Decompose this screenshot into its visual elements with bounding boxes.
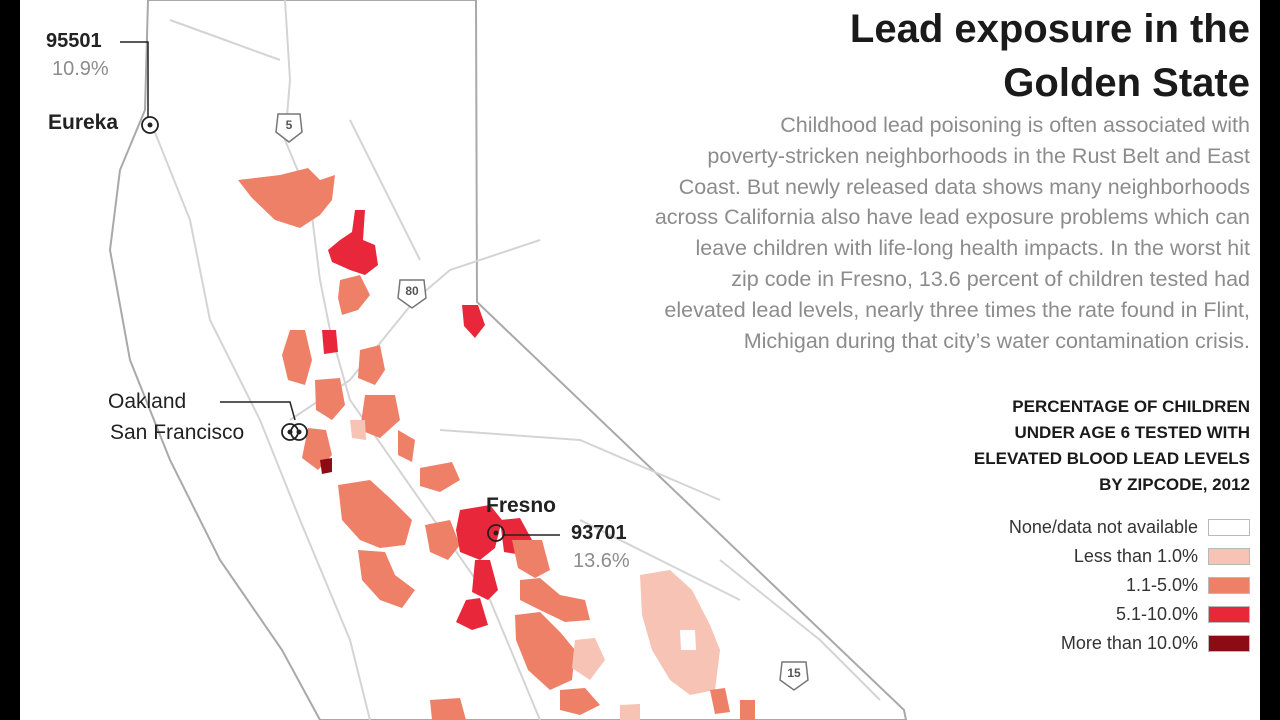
region — [456, 598, 488, 630]
region — [322, 330, 338, 354]
region — [338, 480, 412, 548]
region — [425, 520, 460, 560]
legend-swatch — [1208, 606, 1250, 623]
infographic-panel: 5 80 15 95501 10.9% Eureka Oakland San F… — [20, 0, 1260, 720]
city-marker-fresno — [487, 524, 505, 542]
legend-swatch — [1208, 635, 1250, 652]
region — [338, 275, 370, 315]
city-label-eureka: Eureka — [48, 111, 119, 134]
title-line-1: Lead exposure in the — [849, 7, 1250, 51]
intro-line: leave children with life-long health imp… — [695, 236, 1251, 261]
highway-shield-5 — [275, 113, 303, 143]
legend-swatch — [1208, 577, 1250, 594]
city-label-fresno: Fresno — [486, 494, 557, 517]
region — [360, 395, 400, 438]
legend-item-1-to-5: 1.1-5.0% — [850, 571, 1250, 600]
region — [320, 458, 332, 474]
callout-fresno-pct: 13.6% — [573, 550, 630, 572]
region — [520, 578, 590, 622]
intro-line: Coast. But newly released data shows man… — [678, 174, 1250, 199]
region — [350, 420, 366, 440]
region — [572, 638, 605, 680]
region — [640, 570, 720, 695]
region — [315, 378, 345, 420]
region — [430, 698, 466, 720]
legend-label: None/data not available — [1008, 517, 1198, 537]
legend-title-line: UNDER AGE 6 TESTED WITH — [1014, 423, 1251, 442]
city-label-san-francisco: San Francisco — [110, 421, 245, 444]
region — [512, 540, 550, 578]
callout-fresno-zip: 93701 — [571, 522, 627, 544]
legend-item-5-to-10: 5.1-10.0% — [850, 600, 1250, 629]
intro-paragraph: Childhood lead poisoning is often associ… — [550, 110, 1250, 356]
intro-line: poverty-stricken neighborhoods in the Ru… — [707, 143, 1250, 168]
legend-swatch — [1208, 548, 1250, 565]
choropleth-regions — [238, 168, 755, 720]
region — [398, 430, 415, 462]
highway-shield-80 — [397, 279, 427, 309]
region — [358, 550, 415, 608]
region — [620, 704, 640, 720]
region — [456, 505, 502, 560]
legend-item-less-than-1: Less than 1.0% — [850, 542, 1250, 571]
legend-label: 1.1-5.0% — [1125, 575, 1198, 595]
callout-eureka-pct: 10.9% — [52, 58, 109, 80]
legend-label: Less than 1.0% — [1073, 546, 1198, 566]
legend-title-line: ELEVATED BLOOD LEAD LEVELS — [973, 449, 1250, 468]
highway-15-label: 15 — [787, 666, 801, 680]
legend-label: More than 10.0% — [1060, 633, 1198, 653]
intro-line: Childhood lead poisoning is often associ… — [780, 113, 1250, 137]
region — [710, 688, 730, 714]
region — [282, 330, 312, 385]
legend-item-none: None/data not available — [850, 513, 1250, 542]
region — [238, 168, 335, 228]
city-marker-san-francisco — [281, 423, 299, 441]
legend: None/data not available Less than 1.0% 1… — [850, 513, 1250, 658]
region — [560, 688, 600, 715]
highway-80-label: 80 — [405, 284, 419, 298]
legend-item-more-than-10: More than 10.0% — [850, 629, 1250, 658]
intro-line: across California also have lead exposur… — [654, 205, 1250, 230]
legend-swatch — [1208, 519, 1250, 536]
intro-line: elevated lead levels, nearly three times… — [664, 297, 1250, 322]
region — [680, 630, 696, 650]
region — [358, 345, 385, 385]
title-line-2: Golden State — [1003, 61, 1250, 105]
intro-line: zip code in Fresno, 13.6 percent of chil… — [731, 266, 1250, 291]
city-marker-eureka — [141, 116, 159, 134]
region — [740, 700, 755, 720]
legend-label: 5.1-10.0% — [1115, 604, 1198, 624]
intro-line: Michigan during that city’s water contam… — [743, 328, 1250, 353]
callout-leaders — [120, 41, 560, 536]
highway-5-label: 5 — [285, 118, 293, 132]
city-label-oakland: Oakland — [108, 390, 187, 413]
city-marker-oakland — [290, 423, 308, 441]
callout-eureka-zip: 95501 — [46, 30, 102, 52]
legend-title-line: PERCENTAGE OF CHILDREN — [1012, 397, 1250, 416]
legend-title-line: BY ZIPCODE, 2012 — [1099, 475, 1250, 494]
highway-shield-15 — [779, 661, 809, 691]
region — [462, 305, 485, 338]
region — [515, 612, 575, 690]
region — [472, 560, 498, 600]
region — [420, 462, 460, 492]
legend-title: PERCENTAGE OF CHILDREN UNDER AGE 6 TESTE… — [890, 394, 1250, 498]
california-map — [108, 0, 908, 720]
page-title: Lead exposure in the Golden State — [730, 2, 1250, 110]
region — [328, 210, 378, 275]
